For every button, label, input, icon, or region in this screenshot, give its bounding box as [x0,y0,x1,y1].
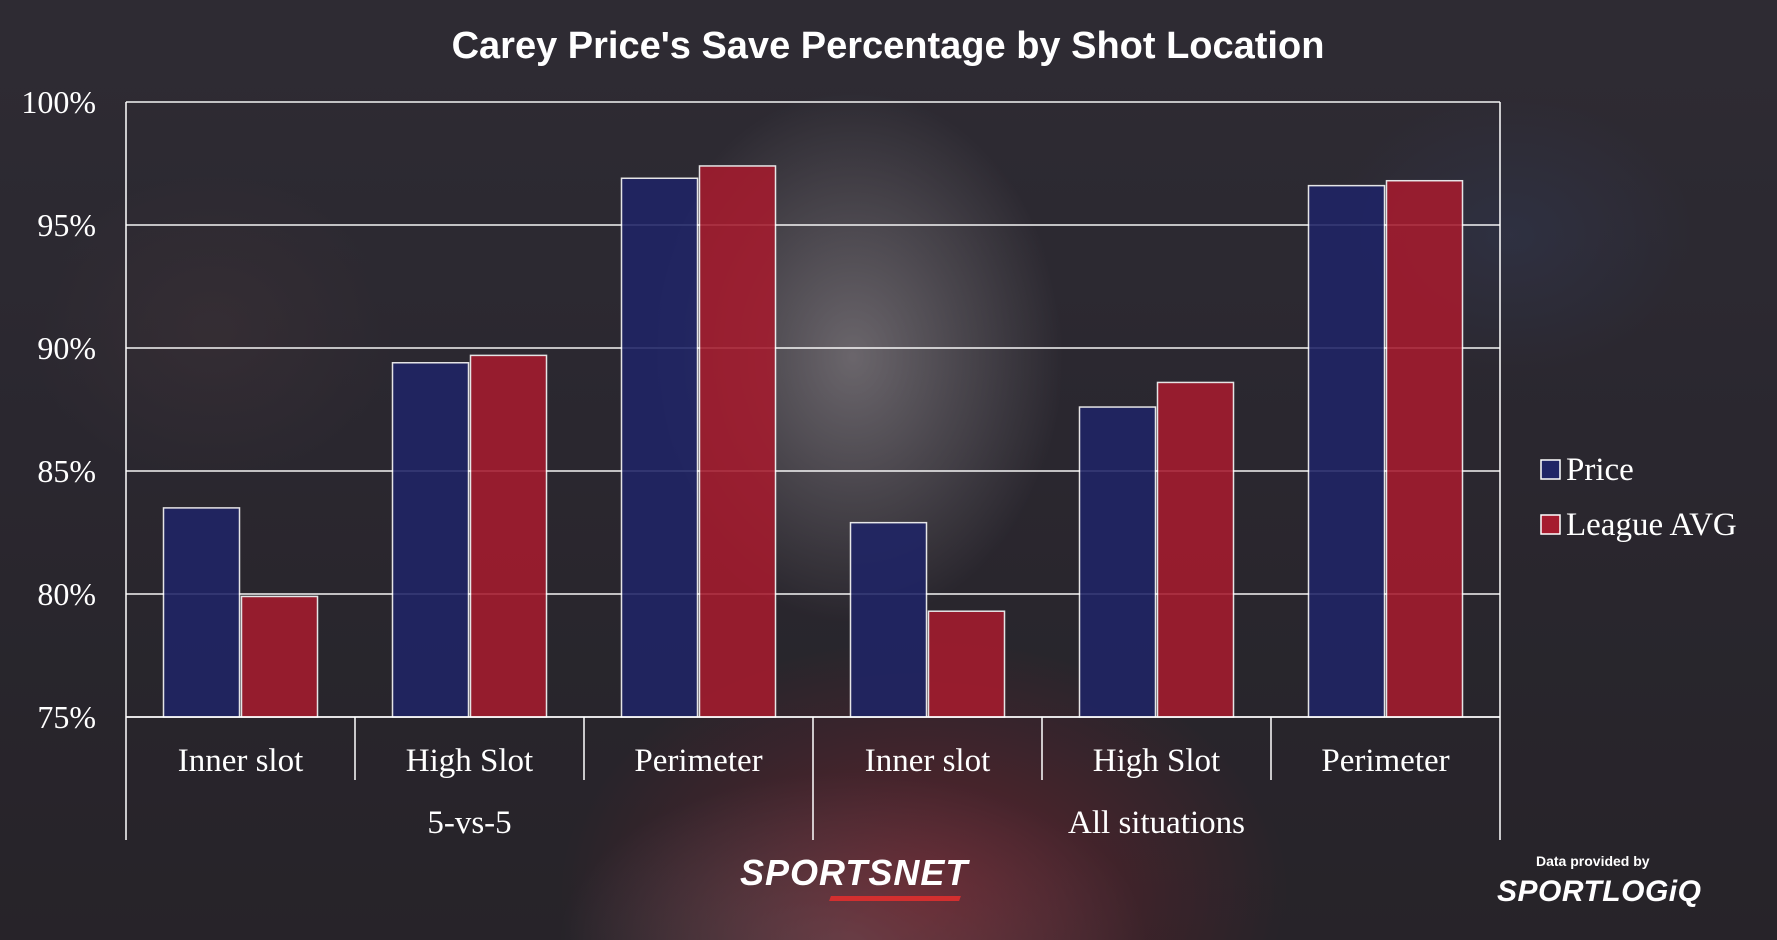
sportsnet-logo: SPORTSNET [740,852,968,901]
gridlines [126,101,1500,718]
x-category-label: Perimeter [1321,743,1449,779]
y-tick-label: 80% [37,576,96,612]
bar-league-avg [469,354,548,718]
legend-swatch [1540,514,1561,535]
bars [162,165,1464,718]
x-group-label: 5-vs-5 [427,805,511,841]
x-group-label: All situations [1068,805,1245,841]
x-category-label: Inner slot [178,743,304,779]
y-tick-label: 75% [37,699,96,735]
bar-league-avg [1385,179,1464,718]
bar-price [162,507,241,718]
legend-swatch [1540,459,1561,480]
bar-price [391,362,470,718]
bar-price [1307,184,1386,718]
sportlogiq-logo: SPORTLOGiQ [1497,875,1702,908]
x-category-label: High Slot [406,743,533,779]
bar-price [1078,406,1157,718]
bar-price [849,521,928,718]
bar-price [620,177,699,718]
x-category-label: High Slot [1093,743,1220,779]
x-category-label: Inner slot [865,743,991,779]
bar-league-avg [240,595,319,718]
y-tick-label: 95% [37,207,96,243]
y-tick-label: 90% [37,330,96,366]
axes: 75% 80% 85% 90% 95% 100% Inner slot High Slot Pe… [21,84,1501,841]
bar-league-avg [1156,381,1235,718]
bar-league-avg [927,610,1006,718]
chart-title: Carey Price's Save Percentage by Shot Lo… [452,25,1325,67]
data-provider-label: Data provided by [1536,853,1650,869]
legend: Price League AVG [1540,452,1737,543]
y-tick-label: 85% [37,453,96,489]
bar-league-avg [698,165,777,718]
legend-label: League AVG [1566,507,1737,543]
x-category-label: Perimeter [634,743,762,779]
legend-label: Price [1566,452,1634,488]
y-tick-label: 100% [21,84,96,120]
sportsnet-logo-text: SPORTSNET [740,852,969,893]
sportsnet-logo-swoosh [829,896,961,901]
